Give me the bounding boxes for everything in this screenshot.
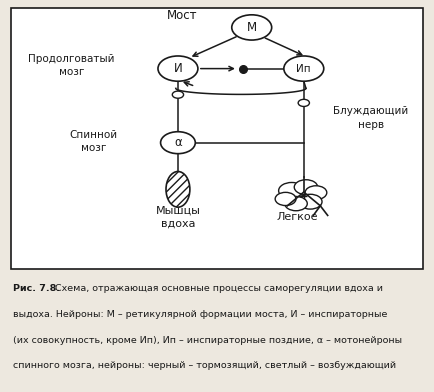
Text: Мышцы
вдоха: Мышцы вдоха	[155, 205, 201, 229]
Circle shape	[161, 132, 195, 154]
Text: (их совокупность, кроме Ип), Ип – инспираторные поздние, α – мотонейроны: (их совокупность, кроме Ип), Ип – инспир…	[13, 336, 402, 345]
Circle shape	[298, 99, 309, 107]
Text: И: И	[174, 62, 182, 75]
Circle shape	[279, 183, 305, 199]
Circle shape	[275, 192, 296, 205]
Circle shape	[285, 196, 307, 211]
Circle shape	[158, 56, 198, 81]
Text: Спинной
мозг: Спинной мозг	[69, 130, 117, 153]
Circle shape	[232, 15, 272, 40]
Circle shape	[294, 180, 318, 194]
Circle shape	[284, 56, 324, 81]
Text: М: М	[247, 21, 257, 34]
FancyBboxPatch shape	[11, 8, 423, 269]
Text: выдоха. Нейроны: М – ретикулярной формации моста, И – инспираторные: выдоха. Нейроны: М – ретикулярной формац…	[13, 310, 387, 319]
Text: Продолговатый
мозг: Продолговатый мозг	[28, 54, 115, 78]
Circle shape	[305, 186, 327, 200]
Circle shape	[299, 194, 322, 209]
Text: Рис. 7.8.: Рис. 7.8.	[13, 284, 60, 293]
Text: Блуждающий
нерв: Блуждающий нерв	[333, 106, 409, 130]
Ellipse shape	[166, 172, 190, 207]
Text: спинного мозга, нейроны: черный – тормозящий, светлый – возбуждающий: спинного мозга, нейроны: черный – тормоз…	[13, 361, 396, 370]
Circle shape	[172, 91, 184, 98]
Text: Легкое: Легкое	[276, 212, 318, 222]
Text: α: α	[174, 136, 182, 149]
Text: Схема, отражающая основные процессы саморегуляции вдоха и: Схема, отражающая основные процессы само…	[53, 284, 383, 293]
Text: Ип: Ип	[296, 64, 311, 74]
Text: Мост: Мост	[167, 9, 197, 22]
